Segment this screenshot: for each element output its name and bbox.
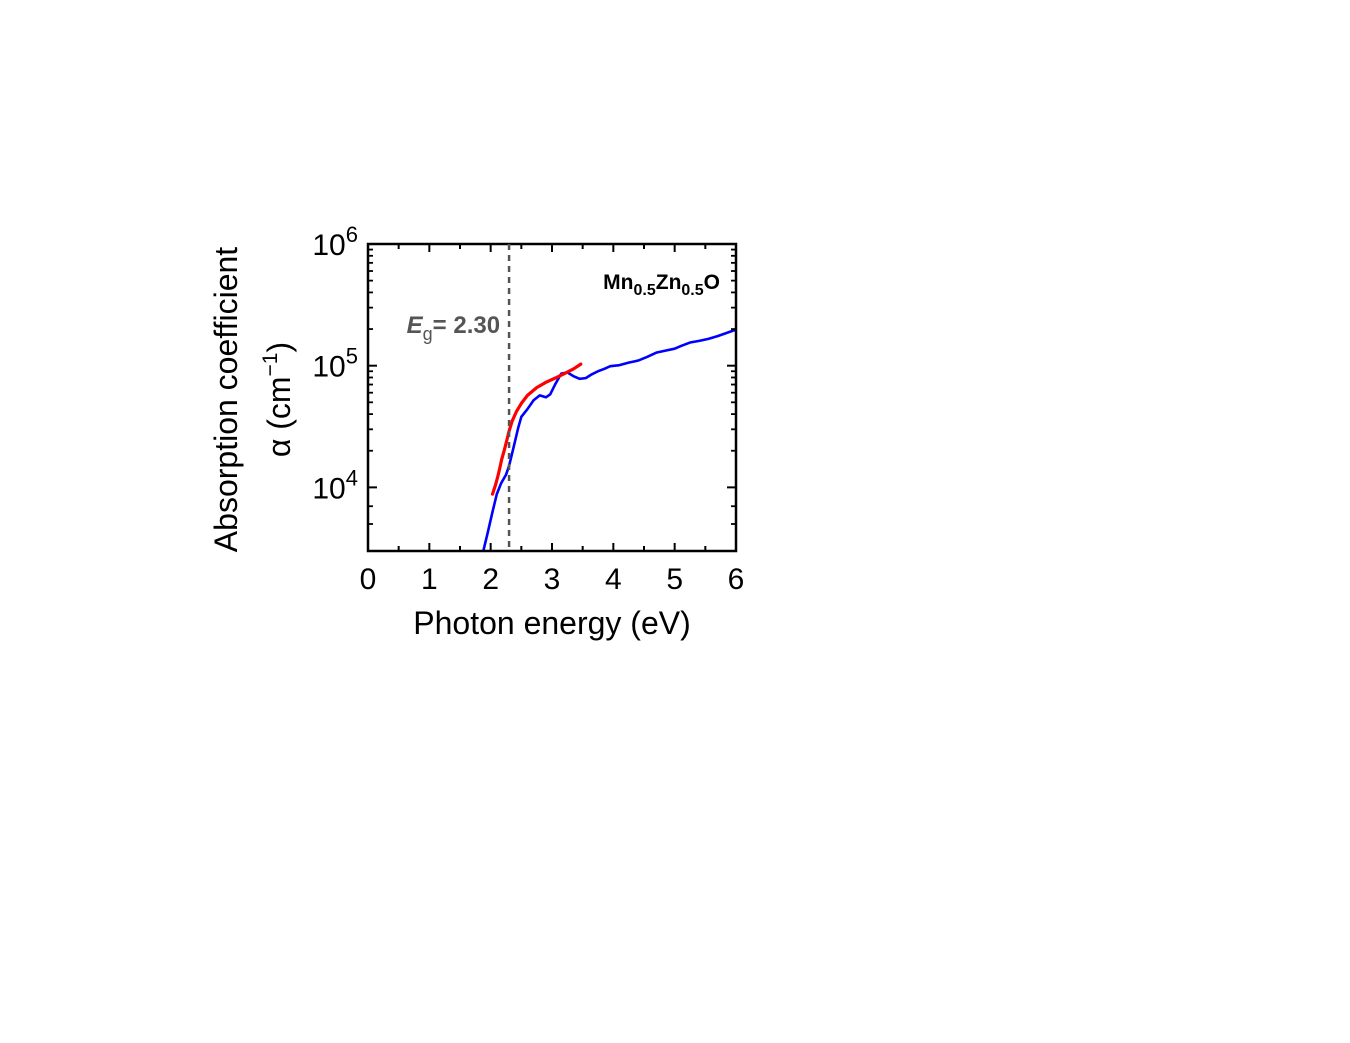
series-layer [482,328,736,551]
x-tick-labels: 0 1 2 3 4 5 6 [360,563,745,596]
x-tick-label: 6 [728,563,745,596]
y-axis-title-line2: α (cm−1) [259,342,297,457]
y-axis-title-base: α (cm [261,376,297,457]
y-axis-title: Absorption coefficient α (cm−1) [208,247,297,552]
y-axis-title-exp: −1 [259,353,282,377]
sample-label-text: Mn [603,271,633,294]
y-tick-label: 106 [312,222,358,262]
x-tick-label: 3 [544,563,561,596]
y-tick-labels: 104 105 106 [312,222,358,505]
x-tick-label: 5 [666,563,683,596]
sample-label-subscript: 0.5 [634,282,656,299]
x-tick-label: 1 [421,563,438,596]
y-tick-label: 105 [312,344,358,384]
sample-label-subscript: 0.5 [681,282,703,299]
x-axis-title: Photon energy (eV) [413,605,691,641]
x-tick-label: 0 [360,563,377,596]
plot-frame [366,242,738,553]
x-tick-label: 2 [482,563,499,596]
series-line-1 [482,328,736,551]
series-line-2 [490,362,583,496]
y-tick-label: 104 [312,465,358,505]
y-axis-title-line1: Absorption coefficient [208,247,244,552]
x-tick-label: 4 [605,563,622,596]
sample-label: Mn0.5Zn0.5O [603,271,720,299]
sample-label-text: Zn [656,271,682,294]
bandgap-value: = 2.30 [433,312,500,339]
y-axis-title-close: ) [261,342,297,353]
bandgap-label: Eg= 2.30 [407,312,500,344]
bandgap-symbol: E [407,312,424,339]
bandgap-subscript: g [423,324,433,344]
sample-label-text: O [704,271,720,294]
